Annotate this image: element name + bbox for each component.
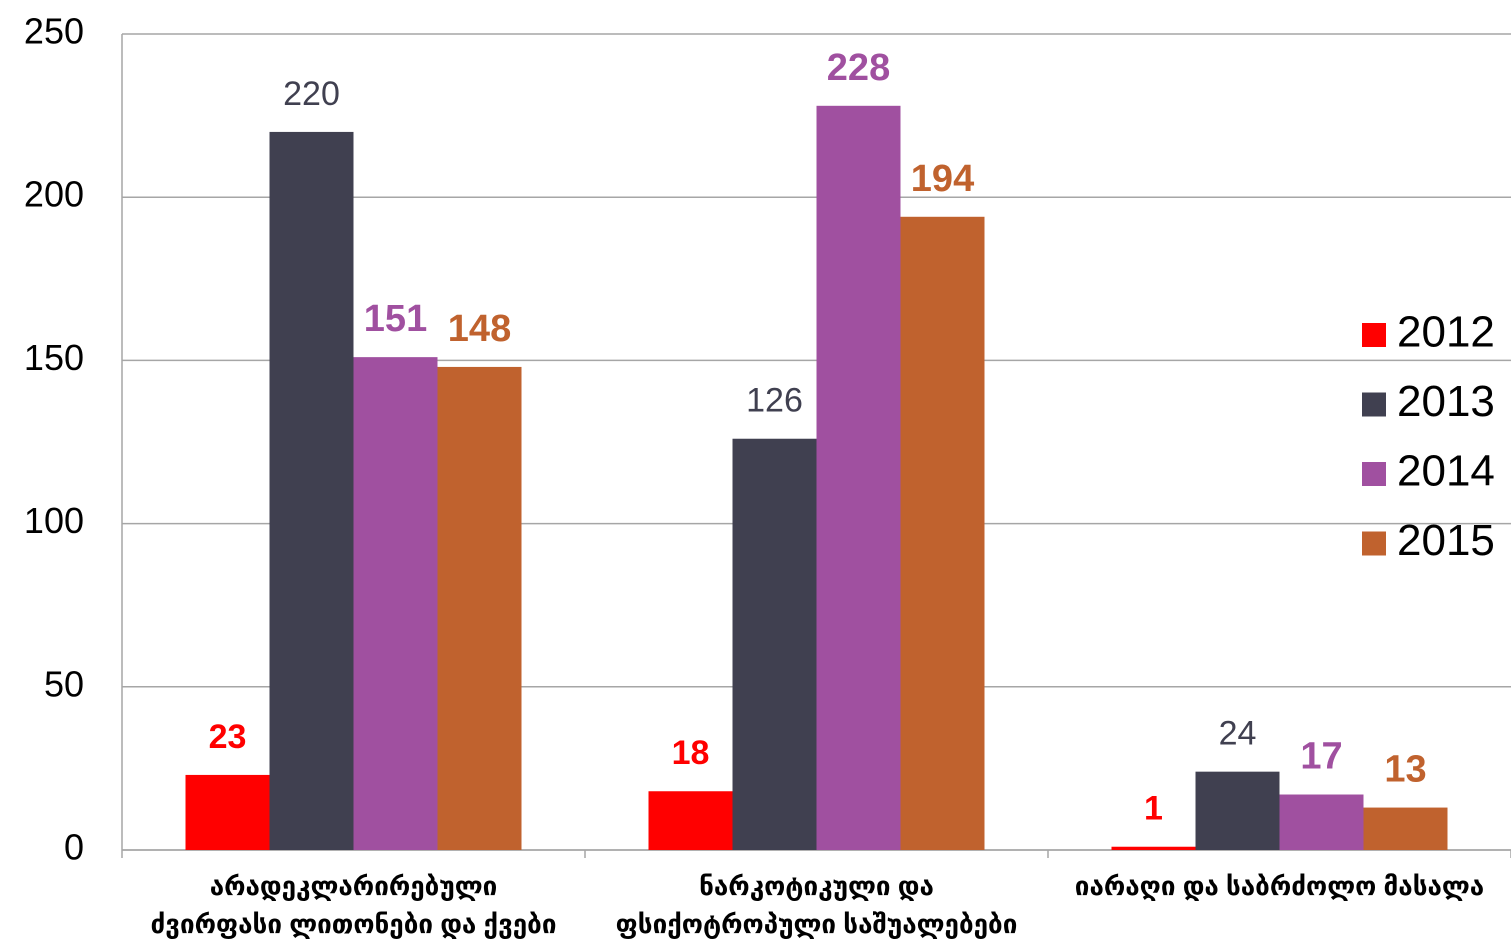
y-tick-label: 150 [24, 337, 84, 378]
bar [1111, 846, 1196, 850]
value-label: 23 [209, 718, 247, 756]
y-tick-label: 50 [44, 663, 84, 704]
legend-swatch [1362, 462, 1386, 486]
value-label: 24 [1219, 715, 1257, 753]
bar [353, 357, 438, 850]
legend-swatch [1362, 392, 1386, 417]
bar [1363, 807, 1448, 850]
x-tick-label: ფსიქოტროპული საშუალებები [616, 909, 1018, 939]
legend-swatch [1362, 531, 1386, 556]
legend-label: 2014 [1397, 447, 1495, 496]
value-label: 228 [827, 47, 890, 89]
value-label: 194 [911, 158, 974, 200]
y-tick-label: 100 [24, 500, 84, 541]
bar [648, 791, 733, 850]
value-label: 151 [364, 298, 427, 340]
value-label: 148 [448, 308, 511, 350]
value-label: 13 [1384, 749, 1426, 791]
y-tick-label: 0 [64, 827, 84, 868]
x-tick-label: ნარკოტიკული და [699, 871, 934, 901]
x-tick-label: ძვირფასი ლითონები და ქვები [151, 909, 557, 939]
bar [816, 105, 901, 851]
bar [269, 131, 354, 851]
legend-label: 2015 [1397, 516, 1495, 565]
value-label: 220 [283, 75, 340, 113]
y-tick-label: 250 [24, 11, 84, 52]
y-tick-label: 200 [24, 174, 84, 215]
bar [900, 216, 985, 850]
x-tick-label: იარაღი და საბრძოლო მასალა [1075, 871, 1484, 901]
x-tick-label: არადეკლარირებული [210, 871, 498, 901]
bar [437, 366, 522, 850]
legend-swatch [1362, 323, 1386, 347]
value-label: 1 [1144, 790, 1163, 828]
legend-label: 2012 [1397, 308, 1495, 357]
legend-label: 2013 [1397, 377, 1495, 426]
bar [1279, 794, 1364, 850]
bar [185, 774, 270, 850]
value-label: 18 [672, 734, 710, 772]
bar [1195, 771, 1280, 850]
bar [732, 438, 817, 850]
value-label: 17 [1300, 736, 1342, 778]
value-label: 126 [746, 382, 803, 420]
